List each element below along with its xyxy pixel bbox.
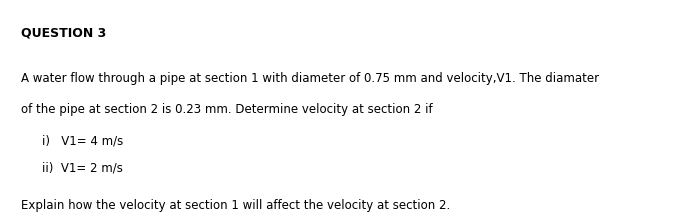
Text: ii)  V1= 2 m/s: ii) V1= 2 m/s	[42, 161, 123, 174]
Text: i)   V1= 4 m/s: i) V1= 4 m/s	[42, 134, 123, 147]
Text: Explain how the velocity at section 1 will affect the velocity at section 2.: Explain how the velocity at section 1 wi…	[21, 199, 450, 212]
Text: of the pipe at section 2 is 0.23 mm. Determine velocity at section 2 if: of the pipe at section 2 is 0.23 mm. Det…	[21, 103, 433, 116]
Text: QUESTION 3: QUESTION 3	[21, 27, 106, 40]
Text: A water flow through a pipe at section 1 with diameter of 0.75 mm and velocity,V: A water flow through a pipe at section 1…	[21, 72, 599, 85]
